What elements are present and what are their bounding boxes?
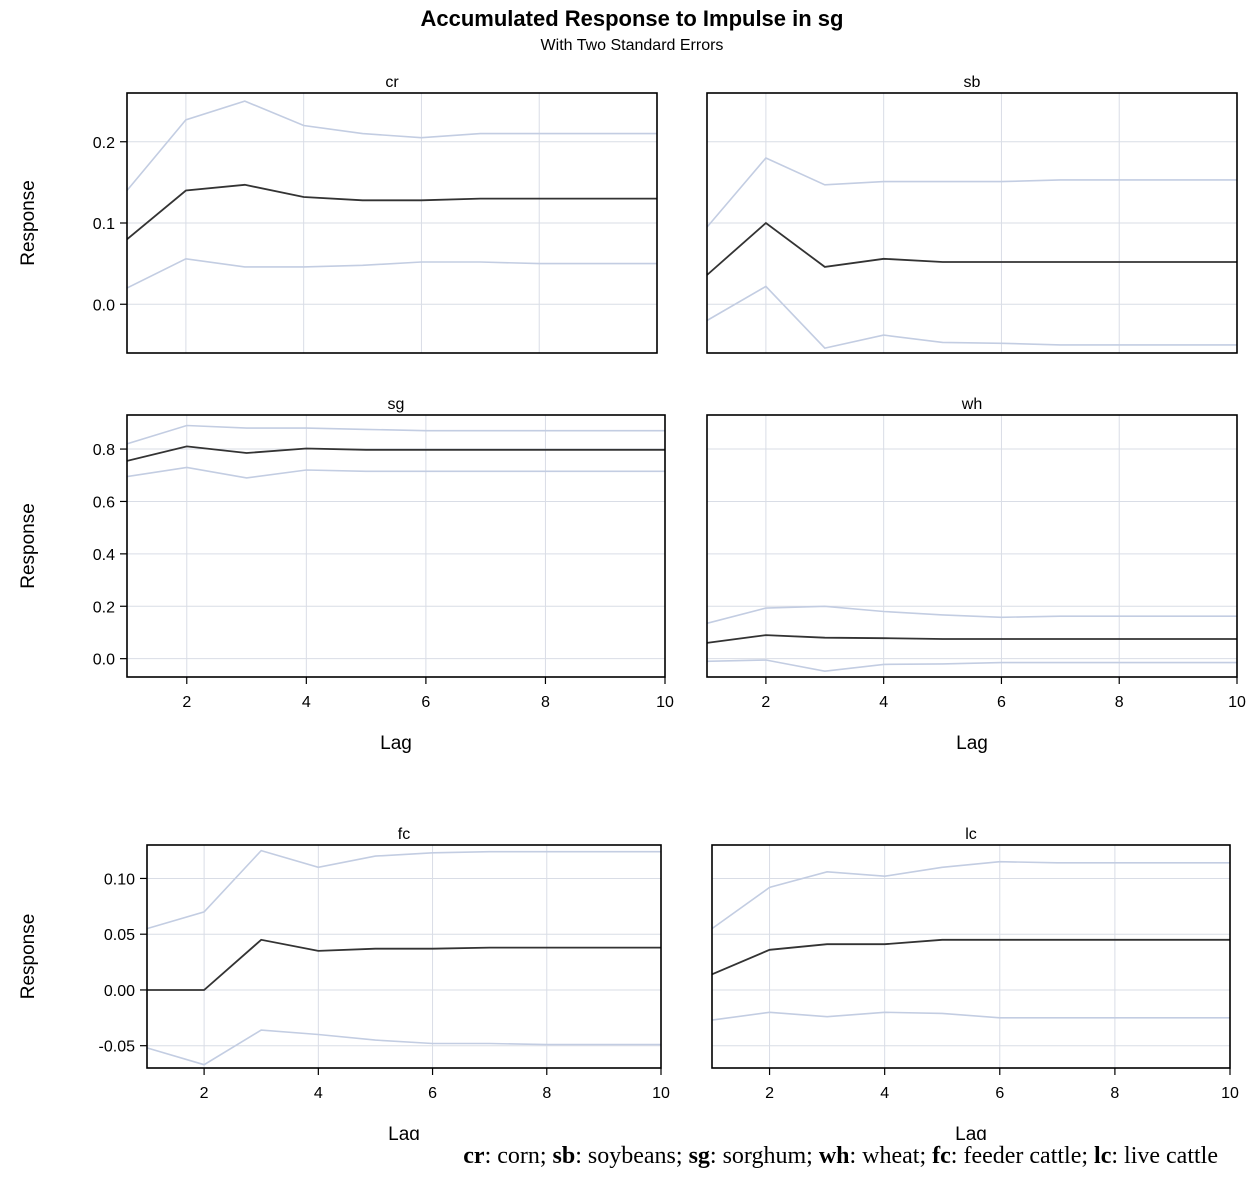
x-tick-label: 10 (1221, 1085, 1239, 1102)
panel-title: fc (398, 826, 410, 843)
x-tick-label: 8 (1115, 694, 1124, 711)
x-axis-label: Lag (380, 733, 412, 754)
panel-wh: wh 2 4 6 8 10 Lag (706, 396, 1246, 754)
series-upper-line (706, 605, 1237, 625)
legend-desc: : live cattle (1111, 1143, 1218, 1169)
panel-cr: cr 0.0 0.1 0.2 Response (18, 74, 658, 354)
y-tick-label: 0.1 (93, 216, 115, 233)
series-lower-line (146, 1029, 661, 1066)
y-tick-label: -0.05 (99, 1039, 136, 1056)
legend-desc: : wheat; (849, 1143, 933, 1169)
x-tick-label: 4 (314, 1085, 323, 1102)
series-upper-line (146, 849, 661, 930)
panel-sb: sb (706, 74, 1238, 354)
panel-title: cr (385, 74, 399, 91)
y-tick-label: 0.6 (93, 494, 115, 511)
panel-title: wh (961, 396, 982, 413)
y-tick-label: 0.2 (93, 599, 115, 616)
panel-fc: fc -0.05 0.00 0.05 0.10 2 4 6 8 10 Lag Response (18, 826, 670, 1140)
x-tick-label: 4 (879, 694, 888, 711)
x-tick-label: 10 (652, 1085, 670, 1102)
legend-key: sg (688, 1143, 710, 1169)
x-tick-label: 8 (542, 1085, 551, 1102)
y-tick-label: 0.2 (93, 135, 115, 152)
x-tick-label: 8 (541, 694, 550, 711)
y-tick-label: 0.00 (104, 983, 135, 1000)
plot-frame (706, 92, 1238, 354)
panel-title: sg (388, 396, 405, 413)
x-tick-label: 6 (995, 1085, 1004, 1102)
series-response-line (706, 221, 1237, 276)
y-tick-label: 0.0 (93, 297, 115, 314)
y-tick-label: 0.0 (93, 652, 115, 669)
legend-key: fc (932, 1143, 951, 1169)
panel-title: sb (964, 74, 981, 91)
legend-desc: : soybeans; (575, 1143, 689, 1169)
plot-frame (711, 844, 1231, 1069)
x-tick-label: 6 (997, 694, 1006, 711)
series-upper-line (126, 424, 665, 445)
series-upper-line (706, 157, 1237, 228)
legend-desc: : corn; (484, 1143, 553, 1169)
x-tick-label: 10 (1228, 694, 1246, 711)
legend-key: wh (818, 1143, 850, 1169)
x-axis-label: Lag (955, 1124, 987, 1140)
x-tick-label: 6 (421, 694, 430, 711)
x-axis-label: Lag (388, 1124, 420, 1140)
legend-key: sb (552, 1143, 576, 1169)
x-tick-label: 2 (182, 694, 191, 711)
series-response-line (706, 634, 1237, 644)
x-axis-label: Lag (956, 733, 988, 754)
y-axis-label: Response (18, 914, 39, 1000)
series-response-line (711, 938, 1230, 976)
variable-legend-note: cr: corn; sb: soybeans; sg: sorghum; wh:… (0, 1143, 1258, 1170)
x-tick-label: 6 (428, 1085, 437, 1102)
panel-sg: sg 0.0 0.2 0.4 0.6 0.8 2 4 6 8 10 Lag Response (18, 396, 674, 754)
series-response-line (147, 938, 661, 991)
y-tick-label: 0.8 (93, 442, 115, 459)
legend-desc: : feeder cattle; (950, 1143, 1095, 1169)
y-tick-label: 0.10 (104, 871, 135, 888)
y-axis-label: Response (18, 503, 39, 589)
panel-lc: lc 2 4 6 8 10 Lag (711, 826, 1239, 1140)
x-tick-label: 8 (1110, 1085, 1119, 1102)
series-response-line (126, 183, 657, 240)
x-tick-label: 4 (302, 694, 311, 711)
x-tick-label: 10 (656, 694, 674, 711)
y-axis-label: Response (18, 180, 39, 266)
figure-title: Accumulated Response to Impulse in sg (421, 6, 844, 31)
series-lower-line (711, 1011, 1230, 1021)
series-upper-line (126, 100, 657, 192)
x-tick-label: 2 (765, 1085, 774, 1102)
series-lower-line (126, 466, 665, 479)
x-tick-label: 2 (200, 1085, 209, 1102)
series-lower-line (126, 257, 657, 289)
y-tick-label: 0.4 (93, 547, 115, 564)
panel-title: lc (965, 826, 977, 843)
series-upper-line (711, 860, 1230, 930)
plot-frame (706, 414, 1238, 678)
legend-key: cr (463, 1143, 485, 1169)
legend-desc: : sorghum; (709, 1143, 819, 1169)
legend-key: lc (1094, 1143, 1112, 1169)
series-lower-line (706, 285, 1237, 349)
x-tick-label: 4 (880, 1085, 889, 1102)
series-lower-line (706, 659, 1237, 673)
series-response-line (126, 445, 665, 462)
plot-frame (126, 414, 666, 678)
plot-frame (146, 844, 662, 1069)
x-tick-label: 2 (761, 694, 770, 711)
impulse-response-figure: Accumulated Response to Impulse in sg Wi… (18, 6, 1246, 1140)
y-tick-label: 0.05 (104, 927, 135, 944)
figure-subtitle: With Two Standard Errors (541, 37, 724, 54)
panel-grid: cr 0.0 0.1 0.2 Response sb sg 0.0 0.2 0.4 0.6 0.8 2 4… (18, 74, 1246, 1140)
